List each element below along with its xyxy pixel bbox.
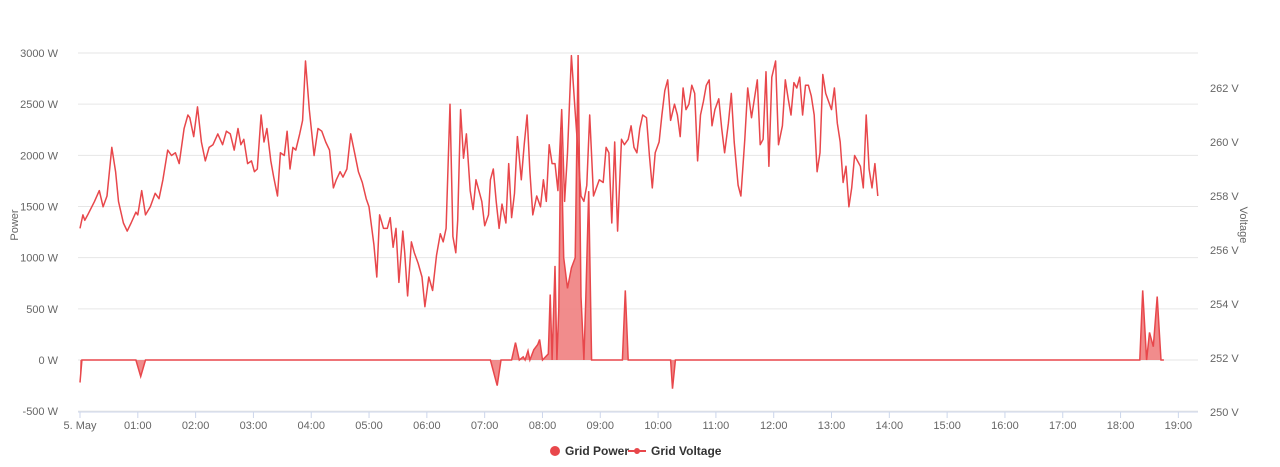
grid-lines — [78, 52, 1198, 412]
x-tick-label: 15:00 — [933, 420, 961, 432]
y-left-tick-label: 500 W — [26, 304, 58, 316]
x-tick-label: 13:00 — [818, 420, 846, 432]
y-axis-right-title: Voltage — [1237, 207, 1249, 244]
x-tick-label: 12:00 — [760, 420, 788, 432]
legend-item-grid-power[interactable]: Grid Power — [550, 444, 629, 458]
x-tick-label: 11:00 — [703, 420, 730, 432]
y-left-tick-label: 2000 W — [20, 150, 59, 162]
grid-power-area — [80, 55, 1164, 389]
x-tick-label: 14:00 — [876, 420, 904, 432]
legend-label-grid-voltage: Grid Voltage — [651, 444, 722, 458]
y-right-tick-label: 250 V — [1210, 407, 1239, 419]
x-tick-label: 04:00 — [297, 420, 325, 432]
y-right-tick-label: 256 V — [1210, 245, 1239, 257]
legend-symbol-grid-power — [550, 446, 560, 456]
y-right-tick-label: 252 V — [1210, 353, 1239, 365]
y-left-tick-label: 1500 W — [20, 202, 59, 214]
x-tick-label: 02:00 — [182, 420, 210, 432]
y-axis-left: 3000 W 2500 W 2000 W 1500 W 1000 W 500 W 0 W -5… — [20, 48, 59, 418]
x-axis: 5. May 01:00 02:00 03:00 04:00 05:00 06:00 07:0… — [63, 411, 1198, 432]
y-left-tick-label: 1000 W — [20, 253, 59, 265]
x-tick-label: 18:00 — [1107, 420, 1135, 432]
legend-symbol-grid-voltage-marker — [634, 448, 640, 454]
x-tick-label: 05:00 — [355, 420, 383, 432]
x-tick-label: 08:00 — [529, 420, 557, 432]
x-tick-label: 17:00 — [1049, 420, 1077, 432]
x-tick-label: 5. May — [63, 420, 97, 432]
y-right-tick-label: 260 V — [1210, 137, 1239, 149]
legend-label-grid-power: Grid Power — [565, 444, 629, 458]
y-left-tick-label: 3000 W — [20, 48, 59, 60]
x-tick-label: 19:00 — [1165, 420, 1193, 432]
y-right-tick-label: 254 V — [1210, 299, 1239, 311]
grid-voltage-line — [79, 54, 879, 308]
x-tick-label: 03:00 — [240, 420, 268, 432]
x-tick-label: 07:00 — [471, 420, 499, 432]
plot-area — [79, 54, 1164, 389]
x-tick-label: 16:00 — [991, 420, 1019, 432]
y-axis-right: 262 V 260 V 258 V 256 V 254 V 252 V 250 V — [1210, 83, 1239, 419]
x-tick-label: 01:00 — [124, 420, 152, 432]
x-tick-label: 09:00 — [587, 420, 615, 432]
legend: Grid Power Grid Voltage — [550, 444, 722, 458]
y-left-tick-label: 2500 W — [20, 99, 59, 111]
y-left-tick-label: 0 W — [38, 355, 58, 367]
y-left-tick-label: -500 W — [23, 406, 59, 418]
legend-item-grid-voltage[interactable]: Grid Voltage — [628, 444, 722, 458]
y-right-tick-label: 258 V — [1210, 191, 1239, 203]
x-tick-label: 10:00 — [644, 420, 672, 432]
y-axis-left-title: Power — [9, 209, 21, 241]
y-right-tick-label: 262 V — [1210, 83, 1239, 95]
x-tick-label: 06:00 — [413, 420, 441, 432]
grid-power-line — [79, 54, 1164, 389]
